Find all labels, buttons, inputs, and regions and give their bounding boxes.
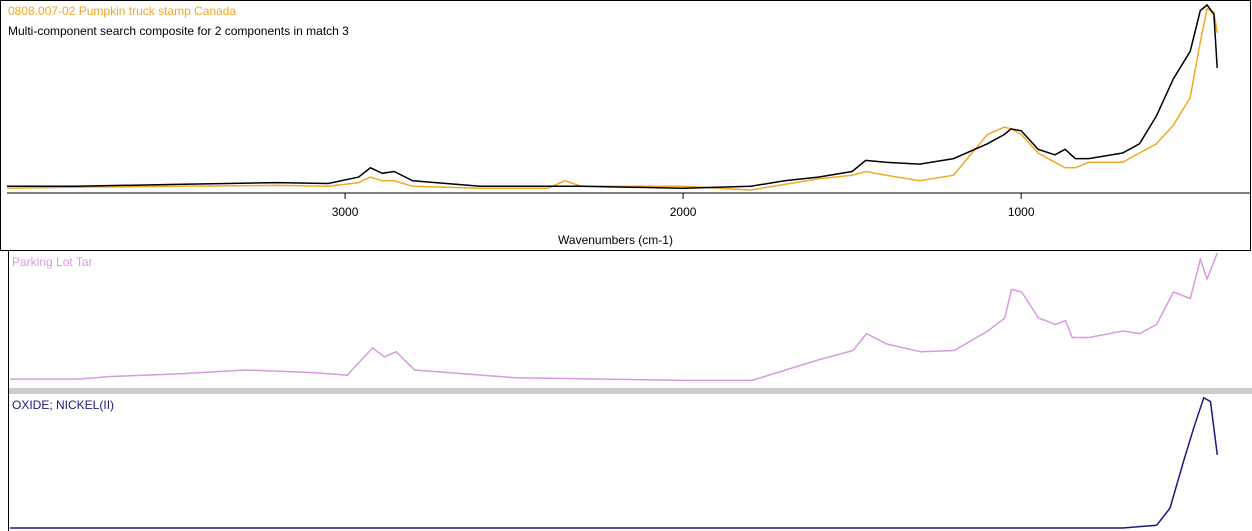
panel-title: OXIDE; NICKEL(II) (12, 398, 114, 412)
separator (9, 388, 1252, 394)
x-tick-label: 1000 (1008, 205, 1035, 219)
x-tick-label: 2000 (670, 205, 697, 219)
spectrum-line (6, 7, 1218, 191)
spectrum-line (7, 3, 1218, 189)
x-tick-label: 3000 (332, 205, 359, 219)
panel-subtitle: Multi-component search composite for 2 c… (8, 24, 349, 38)
panel-title: Parking Lot Tar (12, 255, 93, 269)
x-axis-label: Wavenumbers (cm-1) (558, 233, 673, 247)
spectrum-line (10, 252, 1218, 382)
panel-title: 0808.007-02 Pumpkin truck stamp Canada (8, 4, 236, 18)
spectrum-line (10, 396, 1219, 529)
top-panel-border (0, 0, 1251, 251)
